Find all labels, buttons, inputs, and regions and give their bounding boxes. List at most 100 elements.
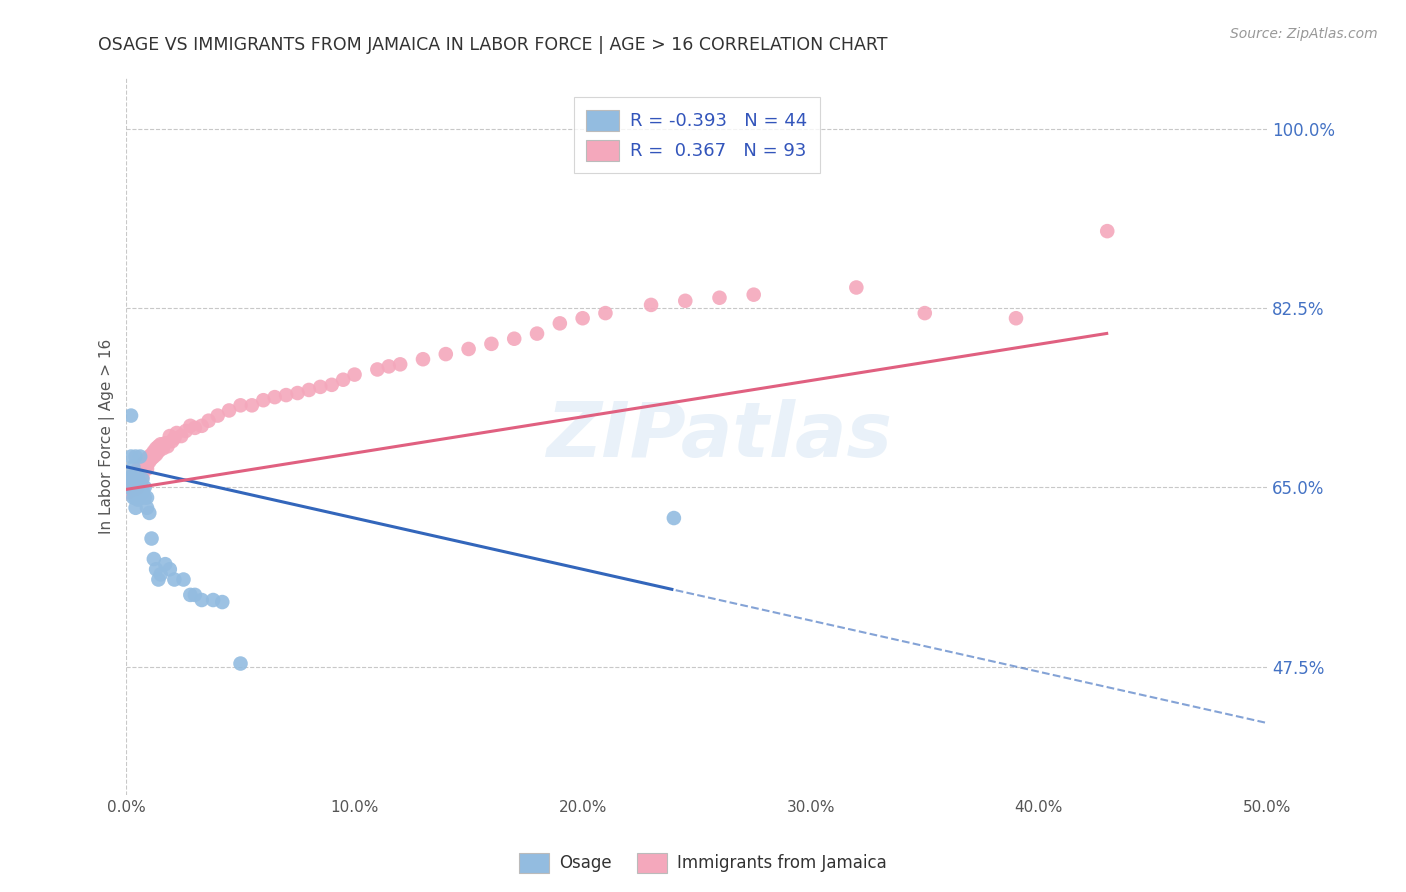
Point	[122, 491, 145, 505]
Point	[136, 458, 159, 472]
Point	[122, 478, 145, 492]
Point	[845, 280, 868, 294]
Point	[122, 483, 145, 497]
Point	[129, 459, 152, 474]
Point	[160, 434, 183, 449]
Point	[481, 336, 503, 351]
Point	[138, 506, 160, 520]
Point	[136, 491, 159, 505]
Point	[434, 347, 457, 361]
Point	[120, 483, 142, 497]
Point	[229, 657, 252, 671]
Point	[163, 431, 186, 445]
Point	[640, 298, 662, 312]
Point	[321, 377, 343, 392]
Point	[129, 462, 152, 476]
Point	[141, 451, 163, 466]
Point	[127, 492, 149, 507]
Point	[184, 421, 207, 435]
Point	[149, 437, 172, 451]
Legend: Osage, Immigrants from Jamaica: Osage, Immigrants from Jamaica	[513, 847, 893, 880]
Point	[131, 472, 153, 486]
Point	[134, 455, 156, 469]
Point	[673, 293, 696, 308]
Point	[129, 450, 152, 464]
Point	[202, 593, 225, 607]
Point	[378, 359, 401, 374]
Point	[127, 472, 149, 486]
Point	[174, 424, 197, 438]
Point	[124, 470, 146, 484]
Point	[118, 480, 141, 494]
Point	[141, 532, 163, 546]
Point	[124, 475, 146, 490]
Point	[134, 458, 156, 472]
Point	[120, 409, 142, 423]
Point	[124, 483, 146, 497]
Point	[122, 459, 145, 474]
Point	[127, 462, 149, 476]
Point	[120, 480, 142, 494]
Point	[503, 332, 526, 346]
Point	[134, 491, 156, 505]
Point	[145, 562, 167, 576]
Point	[149, 567, 172, 582]
Point	[118, 485, 141, 500]
Point	[127, 483, 149, 497]
Point	[131, 483, 153, 497]
Point	[179, 418, 201, 433]
Point	[122, 475, 145, 490]
Point	[136, 462, 159, 476]
Point	[138, 455, 160, 469]
Point	[190, 593, 212, 607]
Point	[122, 475, 145, 490]
Point	[134, 480, 156, 494]
Point	[131, 470, 153, 484]
Point	[131, 485, 153, 500]
Point	[131, 458, 153, 472]
Point	[229, 398, 252, 412]
Point	[263, 390, 285, 404]
Point	[190, 418, 212, 433]
Point	[118, 470, 141, 484]
Point	[136, 451, 159, 466]
Point	[129, 465, 152, 479]
Point	[155, 436, 177, 450]
Point	[571, 311, 593, 326]
Point	[129, 480, 152, 494]
Point	[179, 588, 201, 602]
Point	[389, 357, 412, 371]
Point	[152, 442, 174, 456]
Point	[159, 562, 181, 576]
Point	[662, 511, 685, 525]
Point	[548, 317, 571, 331]
Point	[366, 362, 388, 376]
Point	[343, 368, 366, 382]
Point	[124, 465, 146, 479]
Point	[127, 480, 149, 494]
Point	[207, 409, 229, 423]
Text: ZIPatlas: ZIPatlas	[547, 399, 893, 473]
Point	[218, 403, 240, 417]
Point	[742, 287, 765, 301]
Point	[142, 552, 165, 566]
Point	[120, 470, 142, 484]
Point	[138, 450, 160, 464]
Point	[145, 442, 167, 456]
Point	[166, 425, 188, 440]
Point	[145, 448, 167, 462]
Point	[127, 470, 149, 484]
Point	[124, 500, 146, 515]
Point	[124, 472, 146, 486]
Point	[298, 383, 321, 397]
Point	[129, 470, 152, 484]
Point	[122, 483, 145, 497]
Point	[457, 342, 479, 356]
Point	[127, 483, 149, 497]
Legend: R = -0.393   N = 44, R =  0.367   N = 93: R = -0.393 N = 44, R = 0.367 N = 93	[574, 97, 820, 173]
Point	[118, 480, 141, 494]
Point	[124, 480, 146, 494]
Point	[124, 450, 146, 464]
Point	[134, 462, 156, 476]
Point	[159, 429, 181, 443]
